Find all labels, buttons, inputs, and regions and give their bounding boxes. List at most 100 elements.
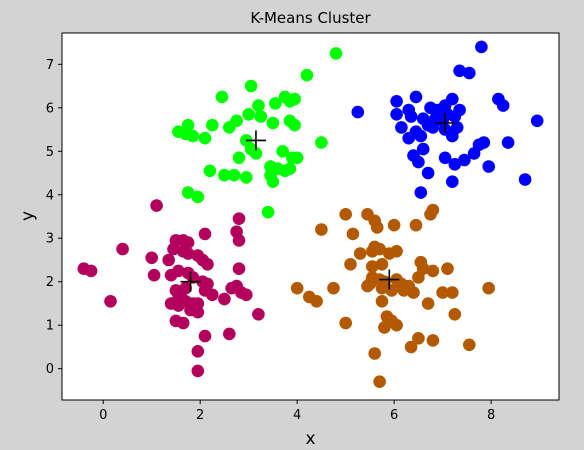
y-tick-label: 2 <box>46 275 54 290</box>
cluster-3-point <box>339 316 353 330</box>
cluster-2-point <box>412 155 425 169</box>
cluster-3-point <box>441 262 454 276</box>
cluster-1-point <box>283 162 297 175</box>
cluster-4-point <box>191 345 205 358</box>
cluster-1-point <box>261 205 275 219</box>
cluster-2-point <box>414 186 428 199</box>
cluster-4-point <box>176 316 190 330</box>
cluster-2-point <box>448 158 462 171</box>
cluster-2-point <box>530 114 544 128</box>
cluster-1-point <box>276 145 289 158</box>
cluster-1-point <box>232 151 246 165</box>
cluster-2-point <box>404 110 418 123</box>
cluster-4-point <box>150 199 163 212</box>
cluster-3-point <box>366 260 379 273</box>
cluster-2-point <box>518 173 532 186</box>
y-axis: 0 1 2 3 4 5 6 7 <box>46 58 62 377</box>
cluster-3-point <box>426 203 440 217</box>
cluster-3-point <box>370 221 384 234</box>
cluster-2-point <box>426 121 440 134</box>
cluster-2-point <box>453 64 466 78</box>
cluster-4-point <box>218 292 231 306</box>
cluster-2-point <box>446 175 459 188</box>
cluster-1-point <box>230 114 243 128</box>
cluster-1-point <box>198 131 212 145</box>
cluster-4-point <box>198 227 212 241</box>
cluster-3-point <box>397 284 411 297</box>
cluster-4-point <box>104 295 117 308</box>
cluster-3-point <box>407 286 420 299</box>
cluster-3-point <box>482 281 496 295</box>
cluster-1-point <box>240 171 253 184</box>
cluster-2-point <box>496 99 510 112</box>
y-tick-label: 5 <box>46 145 54 160</box>
cluster-3-point <box>412 332 425 345</box>
cluster-3-point <box>315 223 328 236</box>
cluster-1-point <box>315 136 328 149</box>
cluster-3-point <box>436 286 449 299</box>
cluster-2-point <box>458 153 471 167</box>
cluster-4-point <box>240 288 253 302</box>
x-tick-label: 6 <box>390 408 398 423</box>
cluster-4-point <box>206 288 219 302</box>
cluster-3-point <box>346 227 360 241</box>
cluster-1-point <box>288 118 302 132</box>
x-tick-label: 4 <box>293 408 301 423</box>
cluster-3-point <box>373 375 386 389</box>
cluster-3-point <box>446 286 459 299</box>
cluster-4-point <box>191 305 205 319</box>
cluster-4-point <box>198 329 212 343</box>
cluster-3-point <box>404 340 418 354</box>
cluster-1-point <box>227 168 241 182</box>
cluster-3-point <box>426 264 440 278</box>
cluster-1-point <box>266 175 280 188</box>
cluster-4-point <box>162 253 175 267</box>
cluster-1-point <box>269 97 282 110</box>
cluster-2-point <box>351 105 365 119</box>
cluster-3-point <box>361 279 374 293</box>
cluster-1-point <box>218 168 231 182</box>
cluster-3-point <box>426 334 440 347</box>
cluster-2-point <box>463 66 476 80</box>
y-tick-label: 3 <box>46 232 54 247</box>
x-tick-label: 2 <box>196 408 204 423</box>
x-axis: 0 2 4 6 8 <box>99 400 495 423</box>
cluster-4-point <box>145 251 158 265</box>
cluster-4-point <box>181 247 195 260</box>
cluster-3-point <box>375 295 389 308</box>
cluster-1-point <box>206 118 219 132</box>
cluster-1-point <box>290 151 304 165</box>
cluster-3-point <box>327 281 340 295</box>
y-tick-label: 6 <box>46 101 54 116</box>
y-tick-label: 0 <box>46 362 54 377</box>
cluster-3-point <box>344 258 357 271</box>
centroids-layer <box>180 113 456 292</box>
cluster-2-point <box>409 90 423 104</box>
cluster-2-point <box>395 121 408 134</box>
cluster-4-point <box>232 234 246 247</box>
centroid-marker-4 <box>180 271 201 292</box>
cluster-1-point <box>252 99 265 112</box>
cluster-3-point <box>409 218 423 232</box>
points-layer <box>77 40 544 389</box>
cluster-2-point <box>416 142 430 156</box>
cluster-3-point <box>290 281 304 295</box>
cluster-4-point <box>167 242 180 256</box>
centroid-marker-2 <box>435 113 456 134</box>
cluster-4-point <box>252 308 265 321</box>
centroid-marker-3 <box>379 269 400 290</box>
cluster-4-point <box>116 242 129 256</box>
x-tick-label: 8 <box>487 408 495 423</box>
cluster-4-point <box>164 268 178 282</box>
cluster-1-point <box>215 90 229 104</box>
cluster-4-point <box>147 268 161 282</box>
cluster-2-point <box>390 95 403 108</box>
cluster-4-point <box>232 212 246 225</box>
y-axis-label: y <box>18 211 38 221</box>
cluster-3-point <box>375 281 389 295</box>
cluster-3-point <box>310 295 323 308</box>
chart-title: K-Means Cluster <box>250 9 371 27</box>
x-axis-label: x <box>305 429 315 449</box>
x-tick-label: 0 <box>99 408 107 423</box>
